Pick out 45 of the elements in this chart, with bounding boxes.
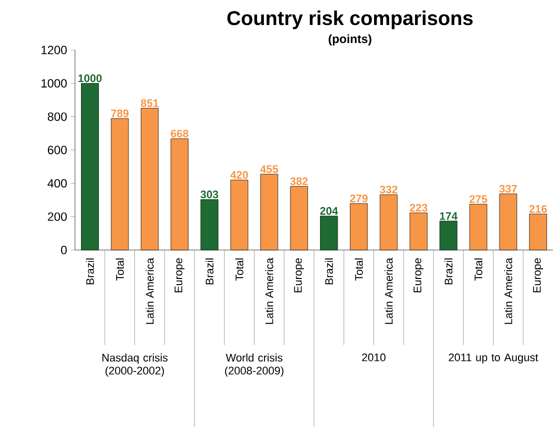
data-label: 223 xyxy=(410,204,428,212)
x-tick-label: Total xyxy=(116,258,124,281)
chart-subtitle: (points) xyxy=(328,34,372,46)
x-tick-label: Latin America xyxy=(384,258,393,324)
data-label: 382 xyxy=(290,177,308,186)
data-label: 279 xyxy=(350,194,368,202)
text: Nasdaq crisis (2000-2002) xyxy=(102,354,168,377)
data-label: 275 xyxy=(470,195,488,203)
data-label: 337 xyxy=(499,184,517,193)
text: 2010 xyxy=(362,354,386,362)
y-tick-label: 0 xyxy=(61,246,67,254)
x-tick-label: Latin America xyxy=(146,258,154,324)
data-label: 332 xyxy=(380,186,398,194)
data-label: 1000 xyxy=(78,74,102,82)
x-tick-label: Brazil xyxy=(86,258,94,284)
data-label: 204 xyxy=(320,207,338,215)
y-tick-label: 200 xyxy=(48,212,67,221)
x-tick-label: Latin America xyxy=(504,258,512,324)
x-tick-label: Total xyxy=(235,258,244,281)
data-label: 789 xyxy=(111,110,129,118)
y-tick-label: 800 xyxy=(48,112,67,121)
x-tick-label: Brazil xyxy=(324,258,333,284)
data-label: 455 xyxy=(260,165,278,173)
data-label: 174 xyxy=(440,212,458,220)
x-tick-label: Europe xyxy=(533,258,543,292)
x-tick-label: Europe xyxy=(294,258,304,292)
x-tick-label: Brazil xyxy=(444,258,452,284)
text: 2011 up to August xyxy=(448,354,538,364)
data-label: 303 xyxy=(200,190,218,198)
data-label: 420 xyxy=(230,171,248,179)
x-tick-label: Total xyxy=(354,258,363,281)
data-label: 216 xyxy=(529,205,547,213)
x-tick-label: Europe xyxy=(174,258,184,292)
y-tick-label: 1200 xyxy=(42,46,67,54)
y-tick-label: 600 xyxy=(48,146,67,154)
text: World crisis (2008-2009) xyxy=(225,354,284,377)
y-tick-label: 1000 xyxy=(42,79,67,88)
data-label: 668 xyxy=(170,130,188,138)
x-tick-label: Latin America xyxy=(265,258,274,324)
x-tick-label: Brazil xyxy=(205,258,214,284)
x-tick-label: Europe xyxy=(414,258,424,292)
y-tick-label: 400 xyxy=(48,179,67,188)
data-label: 851 xyxy=(140,99,159,107)
x-tick-label: Total xyxy=(474,258,482,281)
chart-title: Country risk comparisons xyxy=(227,10,473,30)
